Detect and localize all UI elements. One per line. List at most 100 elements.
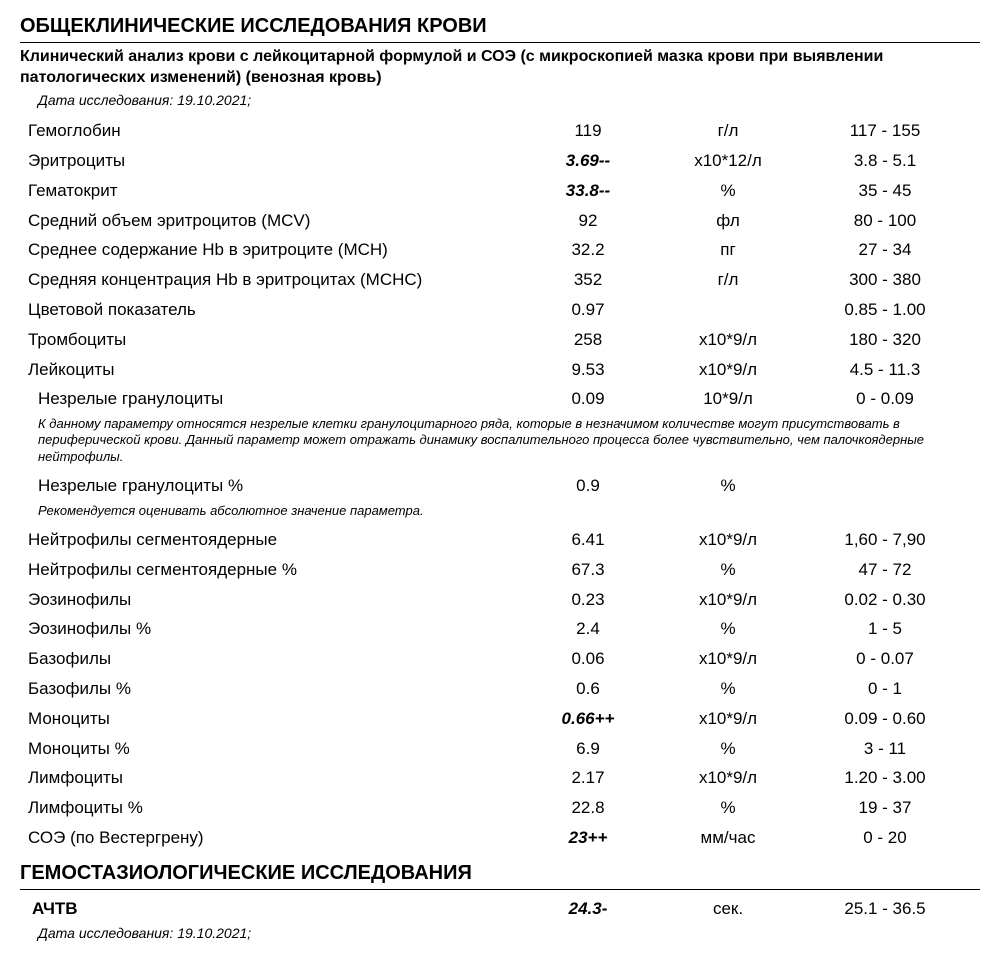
table-row: Цветовой показатель0.970.85 - 1.00: [28, 295, 972, 325]
param-unit: х10*9/л: [658, 328, 798, 352]
table-row: Эозинофилы %2.4%1 - 5: [28, 614, 972, 644]
param-unit: х10*9/л: [658, 766, 798, 790]
param-unit: х10*9/л: [658, 528, 798, 552]
table-row: Эозинофилы0.23х10*9/л0.02 - 0.30: [28, 585, 972, 615]
results-block-1: Гемоглобин119г/л117 - 155Эритроциты3.69-…: [20, 116, 980, 414]
param-value: 9.53: [518, 358, 658, 382]
param-ref: 0 - 20: [798, 826, 972, 850]
param-value: 0.6: [518, 677, 658, 701]
table-row: Эритроциты3.69--х10*12/л3.8 - 5.1: [28, 146, 972, 176]
param-name: Базофилы: [28, 647, 518, 671]
param-name: СОЭ (по Вестергрену): [28, 826, 518, 850]
param-ref: 80 - 100: [798, 209, 972, 233]
param-ref: 0.85 - 1.00: [798, 298, 972, 322]
table-row: Моноциты0.66++х10*9/л0.09 - 0.60: [28, 704, 972, 734]
param-value: 22.8: [518, 796, 658, 820]
param-unit: мм/час: [658, 826, 798, 850]
param-value: 0.23: [518, 588, 658, 612]
param-value: 33.8--: [518, 179, 658, 203]
param-unit: г/л: [658, 119, 798, 143]
note-2: Рекомендуется оценивать абсолютное значе…: [20, 501, 980, 525]
param-unit: %: [658, 677, 798, 701]
param-ref: 0.02 - 0.30: [798, 588, 972, 612]
param-value: 0.97: [518, 298, 658, 322]
param-value: 92: [518, 209, 658, 233]
table-row: Нейтрофилы сегментоядерные %67.3%47 - 72: [28, 555, 972, 585]
note-1: К данному параметру относятся незрелые к…: [20, 414, 980, 471]
param-ref: 117 - 155: [798, 119, 972, 143]
param-value: 2.17: [518, 766, 658, 790]
table-row: Лимфоциты %22.8%19 - 37: [28, 793, 972, 823]
section1-title: ОБЩЕКЛИНИЧЕСКИЕ ИССЛЕДОВАНИЯ КРОВИ: [20, 12, 980, 43]
param-ref: 180 - 320: [798, 328, 972, 352]
param-name: Базофилы %: [28, 677, 518, 701]
param-value: 0.06: [518, 647, 658, 671]
table-row: Нейтрофилы сегментоядерные6.41х10*9/л1,6…: [28, 525, 972, 555]
param-ref: 1.20 - 3.00: [798, 766, 972, 790]
param-unit: %: [658, 474, 798, 498]
param-unit: пг: [658, 238, 798, 262]
param-name: Нейтрофилы сегментоядерные: [28, 528, 518, 552]
param-name: Эозинофилы %: [28, 617, 518, 641]
param-name: Эозинофилы: [28, 588, 518, 612]
param-unit: х10*9/л: [658, 358, 798, 382]
table-row: СОЭ (по Вестергрену)23++мм/час0 - 20: [28, 823, 972, 853]
param-value: 119: [518, 119, 658, 143]
table-row: Базофилы %0.6%0 - 1: [28, 674, 972, 704]
table-row: Гемоглобин119г/л117 - 155: [28, 116, 972, 146]
param-value: 3.69--: [518, 149, 658, 173]
param-unit: %: [658, 558, 798, 582]
table-row: Базофилы0.06х10*9/л0 - 0.07: [28, 644, 972, 674]
param-unit: %: [658, 617, 798, 641]
param-name: Лейкоциты: [28, 358, 518, 382]
param-ref: 47 - 72: [798, 558, 972, 582]
param-ref: 300 - 380: [798, 268, 972, 292]
param-unit: %: [658, 796, 798, 820]
param-value: 24.3-: [518, 897, 658, 921]
param-name: Моноциты: [28, 707, 518, 731]
param-ref: 1 - 5: [798, 617, 972, 641]
table-row: Тромбоциты258х10*9/л180 - 320: [28, 325, 972, 355]
param-value: 32.2: [518, 238, 658, 262]
table-row: Гематокрит33.8--%35 - 45: [28, 176, 972, 206]
section2-date: Дата исследования: 19.10.2021;: [20, 924, 980, 944]
param-unit: г/л: [658, 268, 798, 292]
param-ref: 35 - 45: [798, 179, 972, 203]
param-unit: 10*9/л: [658, 387, 798, 411]
table-row: Незрелые гранулоциты0.0910*9/л0 - 0.09: [28, 384, 972, 414]
param-ref: 4.5 - 11.3: [798, 358, 972, 382]
param-name: Средний объем эритроцитов (MCV): [28, 209, 518, 233]
param-unit: сек.: [658, 897, 798, 921]
param-name: Эритроциты: [28, 149, 518, 173]
param-value: 352: [518, 268, 658, 292]
table-row: Моноциты %6.9%3 - 11: [28, 734, 972, 764]
section1-subtitle: Клинический анализ крови с лейкоцитарной…: [20, 47, 980, 89]
param-ref: 19 - 37: [798, 796, 972, 820]
table-row: Средний объем эритроцитов (MCV)92фл80 - …: [28, 206, 972, 236]
param-ref: 0.09 - 0.60: [798, 707, 972, 731]
param-name: Моноциты %: [28, 737, 518, 761]
param-name: АЧТВ: [28, 897, 518, 921]
param-value: 258: [518, 328, 658, 352]
section2-row: АЧТВ 24.3- сек. 25.1 - 36.5: [20, 894, 980, 924]
table-row: Лейкоциты9.53х10*9/л4.5 - 11.3: [28, 355, 972, 385]
param-name: Нейтрофилы сегментоядерные %: [28, 558, 518, 582]
param-name: Незрелые гранулоциты %: [28, 474, 518, 498]
param-value: 0.66++: [518, 707, 658, 731]
section2-title: ГЕМОСТАЗИОЛОГИЧЕСКИЕ ИССЛЕДОВАНИЯ: [20, 859, 980, 890]
param-name: Незрелые гранулоциты: [28, 387, 518, 411]
param-unit: %: [658, 737, 798, 761]
param-ref: 0 - 0.09: [798, 387, 972, 411]
param-ref: 0 - 0.07: [798, 647, 972, 671]
table-row: Лимфоциты2.17х10*9/л1.20 - 3.00: [28, 763, 972, 793]
param-value: 67.3: [518, 558, 658, 582]
param-unit: х10*9/л: [658, 707, 798, 731]
table-row: Средняя концентрация Hb в эритроцитах (M…: [28, 265, 972, 295]
param-ref: 3.8 - 5.1: [798, 149, 972, 173]
param-unit: х10*12/л: [658, 149, 798, 173]
param-ref: 1,60 - 7,90: [798, 528, 972, 552]
param-unit: х10*9/л: [658, 647, 798, 671]
param-unit: фл: [658, 209, 798, 233]
param-name: Лимфоциты: [28, 766, 518, 790]
param-ref: 27 - 34: [798, 238, 972, 262]
